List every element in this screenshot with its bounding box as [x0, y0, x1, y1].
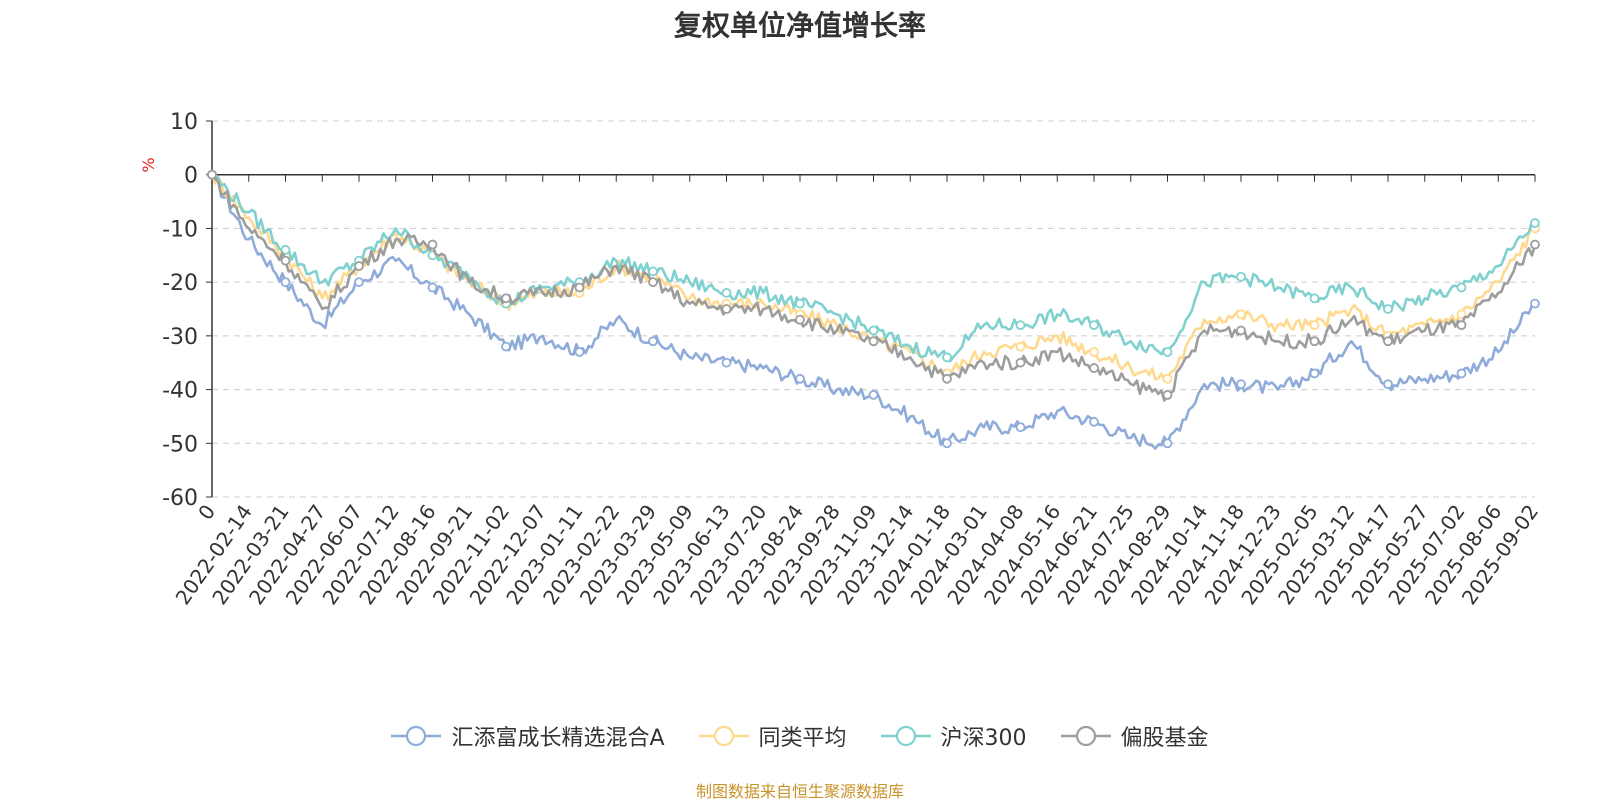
series-point: [1162, 347, 1173, 357]
series-point: [427, 282, 438, 293]
series-lines: [207, 169, 1540, 450]
y-tick-label: 10: [170, 110, 198, 135]
series-point: [1236, 379, 1246, 390]
y-tick-label: -50: [162, 432, 198, 457]
source-note: 制图数据来自恒生聚源数据库: [695, 782, 904, 801]
series-point: [1309, 320, 1320, 331]
series-point: [1162, 438, 1173, 449]
y-tick-label: -40: [162, 379, 198, 404]
line-chart: 100-10-20-30-40-50-6002022-02-142022-03-…: [139, 110, 1543, 609]
series-point: [1456, 368, 1467, 379]
series-point: [868, 325, 879, 336]
series-point: [1383, 379, 1393, 390]
series-point: [501, 341, 511, 352]
series-point: [1089, 416, 1099, 427]
series-point: [1162, 390, 1173, 400]
series-point: [942, 352, 952, 363]
legend-item[interactable]: 偏股基金: [1060, 720, 1209, 752]
series-point: [1015, 422, 1026, 433]
legend: 汇添富成长精选混合A 同类平均 沪深300 偏股基金: [0, 720, 1600, 752]
series-point: [1456, 309, 1467, 320]
series-point: [1530, 239, 1540, 250]
legend-swatch-icon: [391, 725, 442, 747]
series-point: [1309, 293, 1320, 304]
series-point: [280, 277, 291, 288]
series-point: [574, 347, 585, 357]
series-point: [942, 373, 952, 384]
series-point: [354, 261, 364, 271]
legend-label: 汇添富成长精选混合A: [451, 726, 665, 751]
series-point: [1089, 347, 1099, 357]
y-axis-label: %: [139, 157, 158, 172]
series-point: [1383, 336, 1393, 347]
series-point: [1015, 320, 1026, 331]
y-tick-label: -10: [162, 217, 198, 242]
series-point: [1015, 357, 1026, 368]
legend-item[interactable]: 同类平均: [698, 720, 847, 752]
series-point: [1236, 271, 1246, 282]
y-tick-label: -20: [162, 271, 198, 296]
series-point: [1456, 320, 1467, 331]
series-point: [942, 438, 952, 449]
series-point: [1236, 309, 1246, 320]
legend-label: 同类平均: [758, 726, 847, 751]
y-tick-label: -30: [162, 325, 198, 350]
series-point: [795, 298, 805, 309]
series-point: [207, 169, 217, 180]
series-point: [501, 293, 511, 304]
series-point: [648, 266, 658, 277]
grid-lines: [212, 120, 1535, 498]
series-point: [795, 373, 805, 384]
legend-label: 偏股基金: [1120, 726, 1209, 751]
legend-swatch-icon: [880, 725, 931, 747]
series-point: [1236, 325, 1246, 336]
series-point: [1530, 218, 1540, 228]
series-point: [1530, 298, 1540, 309]
series-point: [1309, 368, 1320, 379]
series-point: [868, 390, 879, 400]
series-point: [648, 336, 658, 347]
y-tick-label: 0: [184, 164, 198, 189]
series-point: [280, 245, 291, 255]
series-point: [721, 304, 732, 314]
legend-swatch-icon: [698, 725, 749, 747]
series-point: [1162, 373, 1173, 384]
series-point: [795, 314, 805, 325]
series-point: [648, 277, 658, 288]
series-point: [354, 277, 364, 288]
series-point: [427, 239, 438, 250]
legend-item[interactable]: 汇添富成长精选混合A: [391, 720, 665, 752]
legend-item[interactable]: 沪深300: [880, 720, 1027, 752]
series-point: [574, 282, 585, 293]
legend-label: 沪深300: [940, 726, 1027, 751]
series-point: [721, 287, 732, 298]
series-point: [1456, 282, 1467, 293]
series-point: [1383, 304, 1393, 314]
series-point: [1089, 320, 1099, 331]
x-tick-label: 0: [193, 500, 220, 524]
legend-swatch-icon: [1060, 725, 1111, 747]
series-point: [721, 357, 732, 368]
series-point: [1309, 336, 1320, 347]
y-tick-label: -60: [162, 486, 198, 511]
series-point: [1089, 363, 1099, 373]
series-line: [210, 174, 1536, 382]
chart-title: 复权单位净值增长率: [673, 9, 926, 42]
series-point: [280, 255, 291, 266]
series-point: [1015, 341, 1026, 352]
series-point: [868, 336, 879, 347]
